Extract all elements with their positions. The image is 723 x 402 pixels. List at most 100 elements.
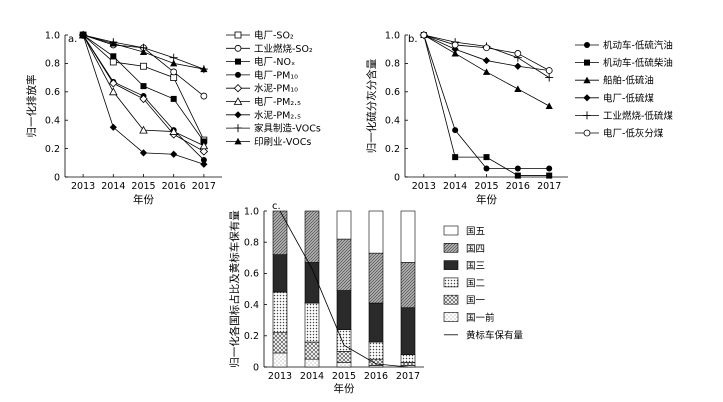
a-series-5-point xyxy=(169,127,178,135)
panel-c-label: c. xyxy=(272,201,281,212)
c-bar-segment-2014-1 xyxy=(304,341,320,360)
a-series-3-point xyxy=(200,156,207,163)
a-y-tick-label: 0.6 xyxy=(45,87,60,98)
panel-b-axes: 0 0.2 0.4 0.6 0.8 1.0 2013 2014 2015 2016 2017 xyxy=(385,30,568,192)
a-legend-label: 电厂-PM₂.₅ xyxy=(254,96,301,108)
panel-c-axes: 0 0.2 0.4 0.6 0.8 1.0 2013 2014 2015 2016 2017 xyxy=(244,206,424,382)
a-x-tick-label: 2015 xyxy=(131,181,155,192)
panel-b-label: b. xyxy=(408,34,418,45)
a-legend-label: 家具制造-VOCs xyxy=(254,123,321,135)
c-y-tick-label: 0.6 xyxy=(244,269,259,280)
c-legend-swatch xyxy=(443,260,459,270)
b-series-0-point xyxy=(452,127,459,134)
a-series-2-point xyxy=(140,83,147,90)
c-bar-segment-2013-1 xyxy=(272,332,288,354)
c-bar-segment-2017-2 xyxy=(400,354,416,363)
b-series-1-point xyxy=(514,172,521,179)
c-legend-label: 国四 xyxy=(466,244,485,255)
a-y-tick-label: 0 xyxy=(54,172,60,183)
b-legend-marker xyxy=(583,94,591,102)
a-legend-label: 电厂-NOₓ xyxy=(254,56,295,68)
a-series-0-point xyxy=(140,62,147,70)
a-series-6-point xyxy=(170,150,178,158)
a-series-8-point xyxy=(170,59,178,67)
a-series-8-point xyxy=(200,65,208,73)
b-series-2-point xyxy=(482,68,491,75)
a-series-8-point xyxy=(139,48,148,56)
c-bar-segment-2016-5 xyxy=(368,210,384,254)
b-series-1-point xyxy=(546,172,553,179)
a-legend-label: 印刷业-VOCs xyxy=(254,136,311,148)
b-legend-marker xyxy=(584,59,590,66)
c-line-series xyxy=(279,210,409,368)
b-x-tick-label: 2016 xyxy=(506,181,530,192)
a-x-tick-label: 2016 xyxy=(162,181,186,192)
a-series-2-point xyxy=(110,53,117,60)
c-bar-segment-2014-2 xyxy=(304,302,320,343)
a-legend-label: 水泥-PM₂.₅ xyxy=(254,109,301,121)
b-series-5-point xyxy=(483,44,490,52)
a-series-6-point xyxy=(109,123,117,131)
a-series-4-point xyxy=(199,147,209,156)
b-legend-label: 电厂-低硫煤 xyxy=(603,92,654,104)
a-x-tick-label: 2014 xyxy=(101,181,125,192)
c-bar-segment-2013-3 xyxy=(272,254,288,293)
a-legend-marker xyxy=(233,84,243,93)
c-legend-label: 国五 xyxy=(466,227,485,238)
c-bar-segment-2017-4 xyxy=(400,262,416,309)
c-legend-swatch xyxy=(443,243,459,253)
panel-c-bars xyxy=(272,210,416,368)
b-series-3-point xyxy=(482,56,491,65)
a-legend-label: 电厂-PM₁₀ xyxy=(254,69,298,81)
c-bar-segment-2013-2 xyxy=(272,291,288,333)
b-legend-label: 机动车-低硫汽油 xyxy=(603,40,673,52)
a-series-4-point xyxy=(109,79,118,88)
b-legend-marker xyxy=(583,76,591,84)
a-series-6-point xyxy=(200,160,208,168)
c-bar-segment-2015-1 xyxy=(336,351,352,363)
panel-b-series xyxy=(419,31,554,179)
panel-a-label: a. xyxy=(68,34,77,45)
b-series-line-5 xyxy=(423,34,550,71)
b-legend-label: 工业燃烧-低硫煤 xyxy=(603,110,673,122)
c-x-tick-label: 2015 xyxy=(332,371,356,382)
a-legend-label: 电厂-SO₂ xyxy=(254,30,294,42)
a-series-6-point xyxy=(139,149,148,157)
c-bar-segment-2013-4 xyxy=(272,210,288,255)
c-legend-label: 黄标车保有量 xyxy=(466,329,524,341)
b-y-tick-label: 0.8 xyxy=(385,59,400,70)
b-series-5-point xyxy=(545,67,553,74)
b-series-3-point xyxy=(514,62,522,70)
a-legend-marker xyxy=(234,124,242,133)
panel-c-y-axis-label: 归一化各国标占比及黄标车保有量 xyxy=(228,210,241,368)
a-y-tick-label: 0.2 xyxy=(45,144,60,155)
a-series-1-point xyxy=(170,68,178,76)
panel-b-x-axis-label: 年份 xyxy=(476,193,497,206)
c-legend-swatch xyxy=(443,294,459,305)
panel-a-axes: 0 0.2 0.4 0.6 0.8 1.0 2013 2014 2015 2016 2017 xyxy=(45,30,222,192)
c-bar-segment-2014-4 xyxy=(304,210,320,263)
b-series-line-0 xyxy=(423,34,550,169)
c-y-tick-label: 0.4 xyxy=(244,300,259,311)
b-series-1-point xyxy=(483,154,490,161)
a-y-tick-label: 1.0 xyxy=(45,30,60,41)
b-series-2-point xyxy=(545,102,553,109)
b-y-tick-label: 0.4 xyxy=(385,116,400,127)
b-legend-label: 船舶-低硫油 xyxy=(603,75,654,87)
c-bar-segment-2013-0 xyxy=(272,352,288,368)
b-x-tick-label: 2017 xyxy=(537,181,561,192)
a-legend-marker xyxy=(235,71,241,78)
c-bar-segment-2016-3 xyxy=(368,302,384,343)
c-legend-swatch xyxy=(443,225,459,236)
panel-a-y-axis-label: 归一化排放率 xyxy=(25,75,38,138)
c-legend-swatch xyxy=(443,277,459,288)
c-bar-segment-2015-4 xyxy=(336,238,352,291)
b-y-tick-label: 0.6 xyxy=(385,87,400,98)
c-x-tick-label: 2013 xyxy=(268,371,292,382)
c-x-tick-label: 2016 xyxy=(364,371,388,382)
b-y-tick-label: 0.2 xyxy=(385,144,400,155)
c-bar-segment-2017-5 xyxy=(400,210,416,263)
a-legend-marker xyxy=(234,44,242,52)
